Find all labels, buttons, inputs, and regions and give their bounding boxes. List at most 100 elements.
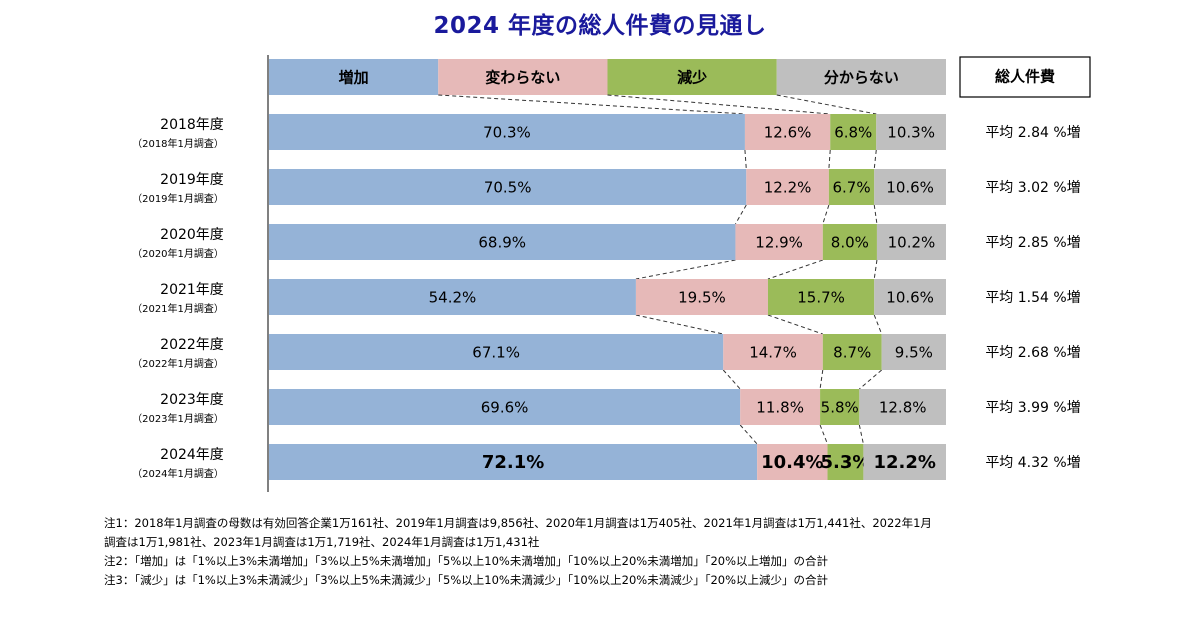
bar-label-3-1: 19.5% [678,289,726,307]
avg-label-6: 平均 4.32 %増 [985,455,1080,471]
bar-6-3 [863,444,946,480]
legend-label-0: 増加 [339,69,369,87]
footnote-1a: 注1：2018年1月調査の母数は有効回答企業1万161社、2019年1月調査は9… [104,516,932,530]
total-cost-header-label: 総人件費 [995,68,1055,86]
bar-2-1 [735,224,823,260]
bar-label-0-3: 10.3% [887,124,935,142]
connector-2-2 [873,259,878,280]
bar-label-1-0: 70.5% [484,179,532,197]
bar-2-2 [822,224,877,260]
bar-label-3-2: 15.7% [797,289,845,307]
bar-6-2 [827,444,864,480]
year-label-2: 2020年度 [160,227,224,243]
bar-6-0 [269,444,758,480]
bar-label-3-0: 54.2% [429,289,477,307]
bar-0-0 [269,114,745,150]
avg-label-2: 平均 2.85 %増 [985,235,1080,251]
bar-5-0 [269,389,741,425]
year-label-4: 2022年度 [160,337,224,353]
avg-label-1: 平均 3.02 %増 [985,180,1080,196]
bar-0-3 [876,114,946,150]
connector-5-2 [858,424,864,445]
footnote-1b: 調査は1万1,981社、2023年1月調査は1万1,719社、2024年1月調査… [104,535,540,549]
bar-label-2-0: 68.9% [478,234,526,252]
bar-5-3 [859,389,946,425]
avg-label-5: 平均 3.99 %増 [985,400,1080,416]
connector-2-1 [767,259,823,280]
year-sublabel-4: （2022年1月調査） [132,357,224,370]
connector-5-0 [739,424,758,445]
bar-label-1-1: 12.2% [764,179,812,197]
legend-label-2: 減少 [677,69,707,87]
connector-head-1 [607,94,831,115]
stacked-bar-chart: 増加 変わらない 減少 分からない 総人件費 70.3% 12.6% 6.8% 10.3% 201… [132,55,1091,492]
year-label-3: 2021年度 [160,282,224,298]
bar-5-1 [740,389,821,425]
bar-label-5-1: 11.8% [756,399,804,417]
bar-label-4-0: 67.1% [472,344,520,362]
bar-5-2 [820,389,860,425]
footnote-2: 注2：「増加」は「1%以上3%未満増加」「3%以上5%未満増加」「5%以上10%… [104,554,829,568]
avg-label-0: 平均 2.84 %増 [985,125,1080,141]
year-sublabel-1: （2019年1月調査） [132,192,224,205]
legend-label-3: 分からない [824,69,899,87]
bar-label-1-2: 6.7% [833,179,871,197]
bar-1-1 [746,169,829,205]
year-sublabel-6: （2024年1月調査） [132,467,224,480]
bar-label-2-3: 10.2% [888,234,936,252]
footnotes: 注1：2018年1月調査の母数は有効回答企業1万161社、2019年1月調査は9… [104,514,1104,590]
year-sublabel-5: （2023年1月調査） [132,412,224,425]
bar-label-3-3: 10.6% [886,289,934,307]
bar-2-3 [876,224,946,260]
bar-label-0-1: 12.6% [764,124,812,142]
bar-4-0 [269,334,724,370]
legend-label-1: 変わらない [485,69,560,87]
bar-label-6-2: 5.3% [821,452,871,473]
bar-6-1 [757,444,828,480]
bar-0-2 [830,114,877,150]
bar-2-0 [269,224,736,260]
bar-3-0 [269,279,636,315]
bar-3-1 [635,279,768,315]
legend-segment-1 [438,59,608,95]
connector-2-0 [635,259,736,280]
bar-4-2 [822,334,882,370]
bar-label-6-1: 10.4% [761,452,823,473]
bar-label-4-3: 9.5% [895,344,933,362]
year-sublabel-2: （2020年1月調査） [132,247,224,260]
connector-1-2 [873,204,878,225]
year-label-1: 2019年度 [160,172,224,188]
connector-3-1 [767,314,823,335]
bar-label-0-2: 6.8% [834,124,872,142]
connector-3-2 [873,314,883,335]
total-cost-header-box [959,56,1091,98]
connector-0-0 [744,149,747,170]
bar-1-0 [269,169,747,205]
bar-label-5-2: 5.8% [821,399,859,417]
bar-3-3 [874,279,946,315]
legend-segment-3 [776,59,946,95]
bar-label-5-3: 12.8% [879,399,927,417]
year-label-5: 2023年度 [160,392,224,408]
bar-label-6-0: 72.1% [482,452,544,473]
chart-title: 2024 年度の総人件費の見通し [433,13,767,39]
connector-5-1 [819,424,828,445]
bar-0-1 [744,114,831,150]
bar-label-1-3: 10.6% [886,179,934,197]
bar-1-3 [874,169,946,205]
connector-1-0 [735,204,747,225]
footnote-3: 注3：「減少」は「1%以上3%未満減少」「3%以上5%未満減少」「5%以上10%… [104,573,829,587]
connector-1-1 [822,204,830,225]
year-sublabel-0: （2018年1月調査） [132,137,224,150]
year-sublabel-3: （2021年1月調査） [132,302,224,315]
bar-3-2 [767,279,875,315]
legend-segment-0 [269,59,439,95]
connector-4-2 [859,369,883,390]
bar-4-1 [723,334,823,370]
connector-4-0 [722,369,741,390]
avg-label-3: 平均 1.54 %増 [985,290,1080,306]
bar-label-0-0: 70.3% [483,124,531,142]
connector-head-2 [776,94,877,115]
avg-label-4: 平均 2.68 %増 [985,345,1080,361]
bar-4-3 [881,334,946,370]
